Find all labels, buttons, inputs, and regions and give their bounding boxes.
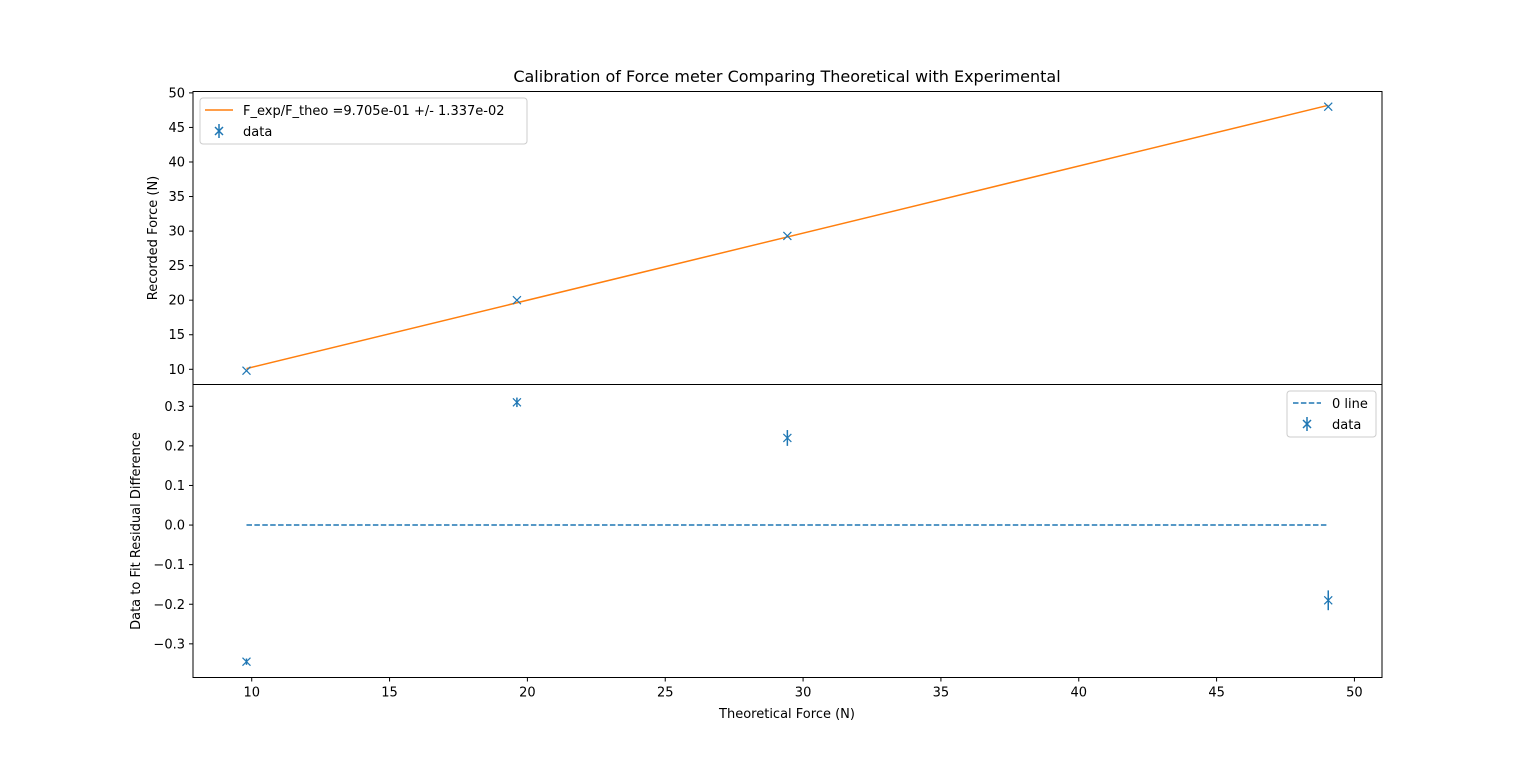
top-ytick-label-7: 45	[168, 121, 185, 136]
top-data-point-2	[782, 231, 792, 241]
xtick-label-5: 35	[933, 686, 950, 701]
xtick-label-0: 10	[243, 686, 260, 701]
chart-title: Calibration of Force meter Comparing The…	[513, 67, 1060, 86]
residual-point-1	[512, 397, 522, 408]
bottom-ytick-label-2: −0.1	[153, 558, 185, 573]
bottom-legend-data-swatch	[1302, 417, 1312, 431]
top-ytick-label-5: 35	[168, 190, 185, 205]
top-plot-area	[242, 102, 1333, 376]
bottom-legend-zero-label: 0 line	[1332, 397, 1368, 412]
bottom-legend-data-label: data	[1332, 418, 1361, 433]
top-legend-box	[199, 97, 528, 145]
top-legend: F_exp/F_theo =9.705e-01 +/- 1.337e-02 da…	[199, 97, 528, 145]
top-y-axis-label: Recorded Force (N)	[146, 176, 161, 300]
top-data-point-3	[1323, 102, 1333, 112]
xtick-label-7: 45	[1208, 686, 1225, 701]
top-data-point-2-x-stroke-b	[782, 231, 792, 241]
residual-point-3-x-stroke-b	[1323, 595, 1333, 605]
top-data-point-1-x-stroke-b	[512, 295, 522, 305]
top-ytick-label-1: 15	[168, 328, 185, 343]
top-legend-data-label: data	[243, 125, 272, 140]
top-ytick-label-8: 50	[168, 86, 185, 101]
top-y-ticks: 10 15 20 25 30 35 40 45 50	[168, 86, 193, 378]
top-data-point-0	[242, 366, 251, 376]
residual-point-2	[782, 430, 792, 446]
top-ytick-label-4: 30	[168, 225, 185, 240]
bottom-ytick-label-3: 0.0	[164, 519, 185, 534]
bottom-ytick-label-1: −0.2	[153, 598, 185, 613]
bottom-x-ticks: 10 15 20 25 30 35 40 45 50	[243, 677, 1363, 701]
bottom-y-ticks: −0.3 −0.2 −0.1 0.0 0.1 0.2 0.3	[153, 400, 193, 652]
top-panel: 10 15 20 25 30 35 40 45 50 Recorded Force (N) F_…	[146, 86, 1383, 385]
top-legend-fit-label: F_exp/F_theo =9.705e-01 +/- 1.337e-02	[243, 104, 505, 119]
fit-line	[246, 104, 1329, 370]
residual-point-1-x-stroke-b	[512, 397, 522, 407]
bottom-legend: 0 line data	[1286, 390, 1377, 438]
bottom-panel: −0.3 −0.2 −0.1 0.0 0.1 0.2 0.3 10 15 20 25 30 35 40 4…	[129, 384, 1383, 722]
xtick-label-8: 50	[1346, 686, 1363, 701]
xtick-label-1: 15	[381, 686, 398, 701]
xtick-label-3: 25	[657, 686, 674, 701]
bottom-ytick-label-4: 0.1	[164, 479, 185, 494]
bottom-ytick-label-0: −0.3	[153, 637, 185, 652]
bottom-ytick-label-6: 0.3	[164, 400, 185, 415]
top-data-point-3-x-stroke-b	[1323, 102, 1333, 112]
residual-point-3	[1323, 590, 1333, 611]
residual-point-0-x-stroke-b	[242, 657, 251, 667]
bottom-y-axis-label: Data to Fit Residual Difference	[129, 432, 144, 630]
top-ytick-label-0: 10	[168, 363, 185, 378]
top-data-point-1	[512, 295, 522, 305]
xtick-label-6: 40	[1070, 686, 1087, 701]
bottom-axes-frame	[192, 384, 1383, 678]
xtick-label-2: 20	[519, 686, 536, 701]
xtick-label-4: 30	[795, 686, 812, 701]
bottom-plot-area	[242, 397, 1333, 667]
top-data-point-0-x-stroke-b	[242, 366, 251, 376]
residual-point-2-x-stroke-b	[782, 433, 792, 443]
bottom-ytick-label-5: 0.2	[164, 439, 185, 454]
top-ytick-label-3: 25	[168, 259, 185, 274]
top-legend-data-swatch	[214, 124, 224, 138]
residual-point-0	[242, 657, 251, 667]
top-ytick-label-6: 40	[168, 155, 185, 170]
x-axis-label: Theoretical Force (N)	[718, 707, 855, 722]
top-ytick-label-2: 20	[168, 294, 185, 309]
